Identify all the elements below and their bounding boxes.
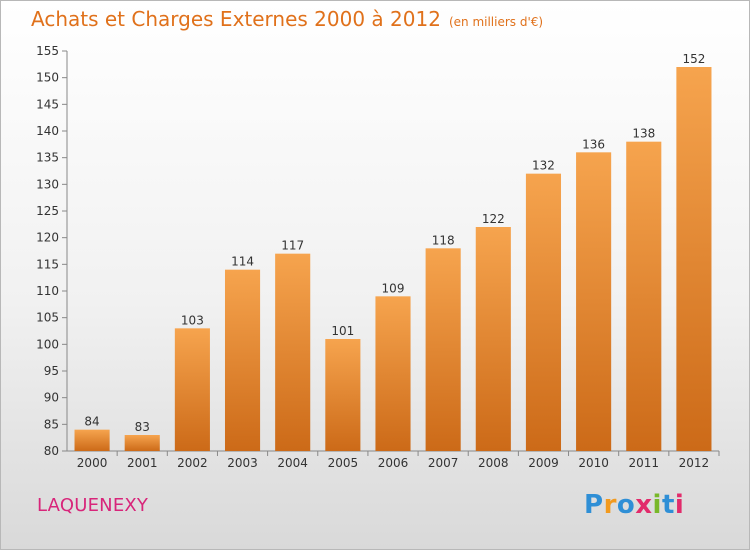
bar: [325, 339, 361, 451]
bar: [425, 248, 461, 451]
x-tick-label: 2000: [77, 456, 108, 470]
y-tick-label: 125: [36, 204, 59, 218]
bars: 84 83 103 114 117 101 109 118 122 132 136 138 152: [74, 52, 712, 452]
logo-letter: x: [635, 490, 653, 520]
y-axis: 80 85 90 95 100 105 110 115 120 125 130 135 140 145 15…: [36, 44, 68, 458]
logo-letter: o: [616, 490, 636, 520]
x-tick-label: 2012: [679, 456, 710, 470]
bar-value-label: 109: [382, 281, 405, 295]
bar: [224, 269, 261, 451]
bar: [676, 67, 712, 451]
y-tick-label: 90: [44, 391, 59, 405]
y-tick-label: 85: [44, 417, 59, 431]
x-tick-label: 2001: [127, 456, 158, 470]
x-tick-label: 2005: [328, 456, 359, 470]
bar-value-label: 138: [632, 127, 655, 141]
bar: [576, 152, 612, 452]
bar-value-label: 84: [84, 415, 99, 429]
x-tick-label: 2008: [478, 456, 509, 470]
bar-value-label: 101: [331, 324, 354, 338]
y-tick-label: 110: [36, 284, 59, 298]
chart-subtitle: (en milliers d'€): [448, 15, 544, 29]
y-tick-label: 105: [36, 311, 59, 325]
logo-letter: P: [584, 490, 604, 520]
title-row: Achats et Charges Externes 2000 à 2012 (e…: [31, 7, 543, 31]
place-name: LAQUENEXY: [37, 495, 149, 516]
bar-value-label: 136: [582, 137, 605, 151]
bar: [525, 173, 562, 451]
x-tick-label: 2007: [428, 456, 459, 470]
y-tick-label: 80: [44, 444, 59, 458]
x-tick-label: 2009: [528, 456, 559, 470]
bar-value-label: 83: [135, 420, 150, 434]
y-tick-label: 130: [36, 177, 59, 191]
x-tick-label: 2010: [578, 456, 609, 470]
bar-value-label: 118: [432, 233, 455, 247]
y-tick-label: 100: [36, 337, 59, 351]
y-tick-label: 140: [36, 124, 59, 138]
bar: [626, 141, 662, 451]
y-tick-label: 145: [36, 97, 59, 111]
x-tick-label: 2006: [378, 456, 409, 470]
proxiti-logo: Proxiti: [584, 490, 684, 520]
bar: [174, 328, 210, 451]
x-tick-label: 2011: [628, 456, 659, 470]
x-tick-label: 2003: [227, 456, 258, 470]
y-tick-label: 120: [36, 231, 59, 245]
logo-letter: t: [661, 490, 675, 520]
y-tick-label: 155: [36, 44, 59, 58]
bar: [475, 227, 511, 451]
bar-value-label: 103: [181, 313, 204, 327]
y-tick-label: 115: [36, 257, 59, 271]
logo-letter: r: [603, 490, 617, 520]
bar: [275, 253, 311, 451]
x-tick-label: 2002: [177, 456, 208, 470]
bar-value-label: 122: [482, 212, 505, 226]
x-axis: 2000 2001 2002 2003 2004 2005 2006 2007 2008 2009…: [67, 450, 720, 470]
bar-value-label: 117: [281, 239, 304, 253]
y-tick-label: 135: [36, 151, 59, 165]
chart-title: Achats et Charges Externes 2000 à 2012: [31, 7, 441, 31]
logo-letter: i: [674, 490, 685, 520]
bar: [124, 435, 160, 451]
logo-letter: i: [652, 490, 662, 520]
bar: [375, 296, 411, 451]
bar-value-label: 152: [682, 52, 705, 66]
y-tick-label: 95: [44, 364, 59, 378]
y-tick-label: 150: [36, 71, 59, 85]
bar: [74, 429, 110, 451]
x-tick-label: 2004: [277, 456, 308, 470]
bar-value-label: 114: [231, 255, 254, 269]
bar-value-label: 132: [532, 159, 555, 173]
